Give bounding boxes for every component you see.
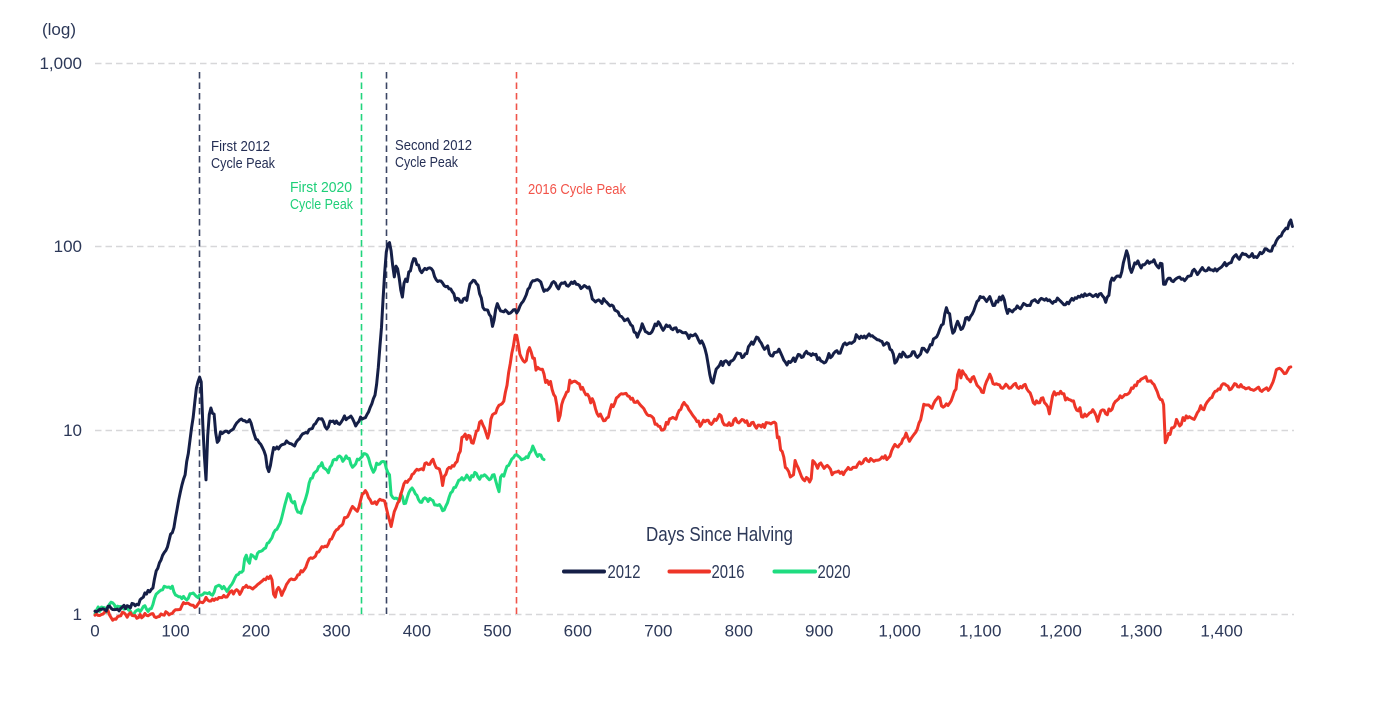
svg-text:100: 100	[161, 622, 189, 641]
svg-text:1,200: 1,200	[1039, 622, 1082, 641]
svg-text:1,300: 1,300	[1120, 622, 1163, 641]
svg-text:200: 200	[242, 622, 270, 641]
svg-text:2020: 2020	[818, 562, 851, 582]
svg-text:10: 10	[63, 421, 82, 440]
svg-text:900: 900	[805, 622, 833, 641]
svg-text:2012: 2012	[608, 562, 641, 582]
svg-text:First 2020: First 2020	[290, 179, 352, 196]
svg-text:1: 1	[73, 605, 82, 624]
svg-text:300: 300	[322, 622, 350, 641]
svg-text:Cycle Peak: Cycle Peak	[290, 196, 353, 213]
svg-text:First 2012: First 2012	[211, 138, 270, 155]
svg-text:Second 2012: Second 2012	[395, 137, 472, 154]
svg-text:0: 0	[90, 622, 99, 641]
svg-text:800: 800	[725, 622, 753, 641]
svg-text:2016: 2016	[712, 562, 745, 582]
svg-text:700: 700	[644, 622, 672, 641]
svg-text:100: 100	[54, 237, 82, 256]
svg-text:Cycle Peak: Cycle Peak	[211, 155, 275, 172]
svg-text:(log): (log)	[42, 20, 76, 39]
svg-text:Cycle Peak: Cycle Peak	[395, 154, 458, 171]
svg-text:Days Since Halving: Days Since Halving	[646, 524, 793, 546]
svg-text:600: 600	[564, 622, 592, 641]
svg-text:1,000: 1,000	[878, 622, 921, 641]
svg-text:1,400: 1,400	[1200, 622, 1243, 641]
svg-text:2016 Cycle Peak: 2016 Cycle Peak	[528, 181, 626, 198]
svg-text:500: 500	[483, 622, 511, 641]
svg-text:400: 400	[403, 622, 431, 641]
svg-text:1,000: 1,000	[39, 54, 82, 73]
svg-text:1,100: 1,100	[959, 622, 1002, 641]
